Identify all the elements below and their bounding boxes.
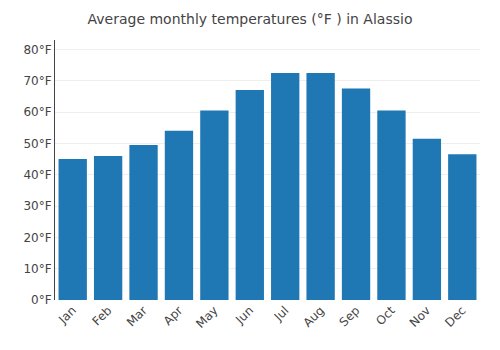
svg-text:May: May (193, 303, 220, 330)
svg-text:Jan: Jan (55, 303, 79, 327)
svg-text:Oct: Oct (373, 303, 398, 328)
svg-text:30°F: 30°F (23, 199, 51, 213)
svg-text:Apr: Apr (161, 303, 186, 328)
svg-text:0°F: 0°F (31, 293, 52, 307)
svg-text:Mar: Mar (124, 303, 150, 329)
svg-text:Jun: Jun (232, 303, 256, 327)
svg-text:50°F: 50°F (23, 137, 51, 151)
svg-text:10°F: 10°F (23, 262, 51, 276)
svg-text:60°F: 60°F (23, 105, 51, 119)
svg-text:70°F: 70°F (23, 74, 51, 88)
svg-text:Sep: Sep (337, 303, 363, 329)
svg-text:40°F: 40°F (23, 168, 51, 182)
svg-text:80°F: 80°F (23, 43, 51, 57)
svg-text:Aug: Aug (301, 303, 327, 329)
svg-text:Jul: Jul (271, 303, 292, 324)
svg-text:Nov: Nov (407, 303, 433, 329)
svg-text:Dec: Dec (442, 303, 468, 329)
svg-text:Feb: Feb (90, 303, 115, 328)
svg-text:Average monthly temperatures (: Average monthly temperatures (°F ) in Al… (88, 11, 413, 27)
svg-text:20°F: 20°F (23, 231, 51, 245)
